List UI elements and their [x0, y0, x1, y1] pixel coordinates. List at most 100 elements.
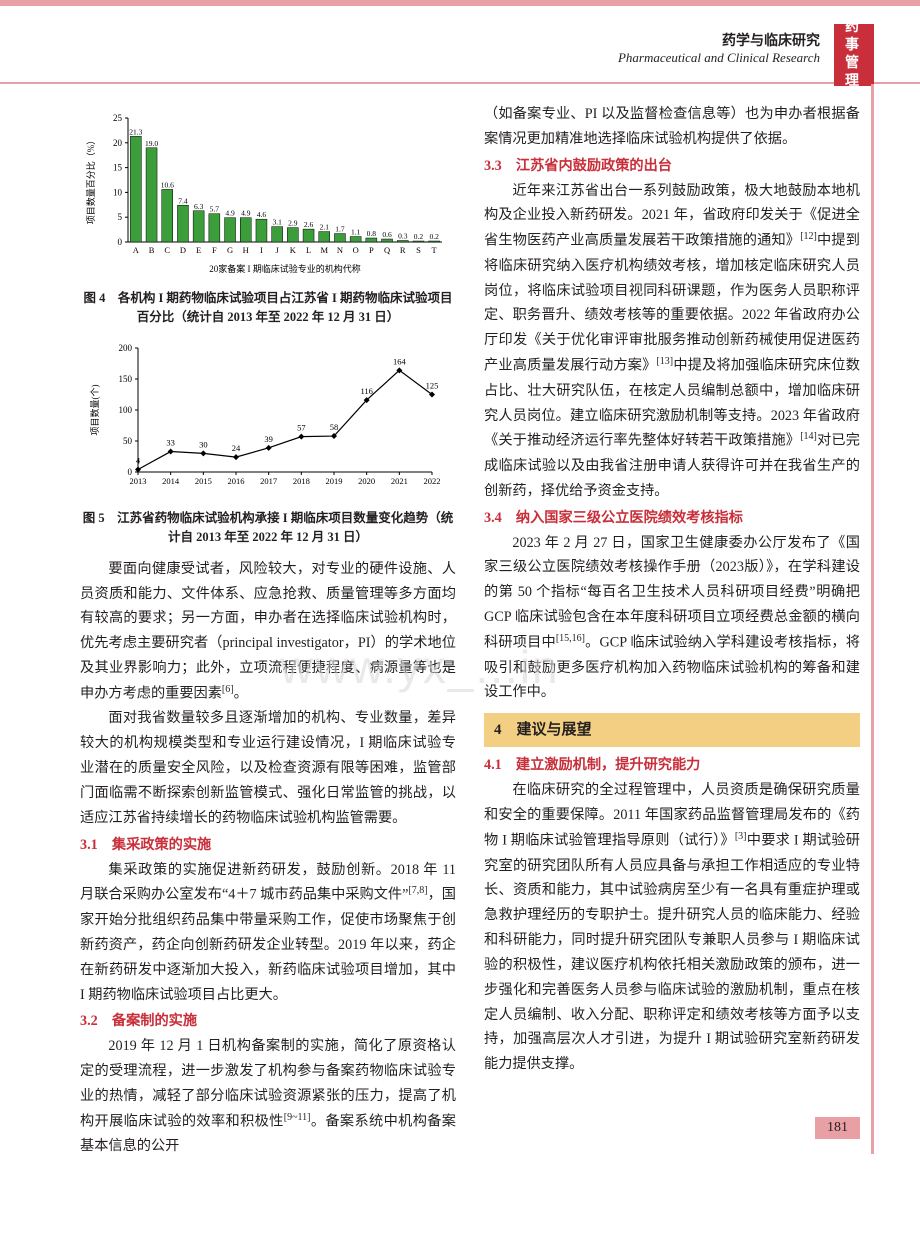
- svg-text:I: I: [260, 245, 263, 255]
- svg-text:5: 5: [118, 212, 123, 222]
- svg-text:2.6: 2.6: [304, 220, 314, 229]
- section-3-4-title: 3.4 纳入国家三级公立医院绩效考核指标: [484, 506, 860, 531]
- journal-title-en: Pharmaceutical and Clinical Research: [618, 50, 820, 66]
- svg-text:2018: 2018: [293, 476, 310, 486]
- section-4-1-title: 4.1 建立激励机制，提升研究能力: [484, 753, 860, 778]
- svg-text:O: O: [353, 245, 359, 255]
- svg-text:T: T: [432, 245, 438, 255]
- svg-text:2020: 2020: [358, 476, 375, 486]
- svg-text:J: J: [275, 245, 279, 255]
- svg-text:5.7: 5.7: [210, 205, 220, 214]
- svg-text:57: 57: [297, 423, 306, 433]
- svg-text:A: A: [133, 245, 140, 255]
- svg-text:Q: Q: [384, 245, 390, 255]
- para-1: 要面向健康受试者，风险较大，对专业的硬件设施、人员资质和能力、文件体系、应急抢救…: [80, 557, 456, 707]
- svg-text:项目数量百分比（%）: 项目数量百分比（%）: [85, 136, 96, 225]
- svg-text:L: L: [306, 245, 311, 255]
- svg-text:164: 164: [393, 357, 407, 367]
- fig5-chart: 0501001502004201333201430201524201639201…: [80, 336, 450, 496]
- svg-text:M: M: [320, 245, 328, 255]
- journal-title-cn: 药学与临床研究: [618, 30, 820, 50]
- fig4-chart: 0 5 10 15 20 25 21.3 A 19.0 B 10.6 C 7.4 D 6.3 E 5.7 F 4.9…: [80, 106, 450, 276]
- left-column: 0 5 10 15 20 25 21.3 A 19.0 B 10.6 C 7.4 D 6.3 E 5.7 F 4.9…: [80, 102, 456, 1159]
- svg-text:2015: 2015: [195, 476, 212, 486]
- svg-text:20家备案 I 期临床试验专业的机构代称: 20家备案 I 期临床试验专业的机构代称: [209, 263, 361, 274]
- svg-text:6.3: 6.3: [194, 202, 204, 211]
- content-area: 0 5 10 15 20 25 21.3 A 19.0 B 10.6 C 7.4 D 6.3 E 5.7 F 4.9…: [0, 84, 920, 1159]
- svg-text:4.6: 4.6: [257, 210, 267, 219]
- svg-text:116: 116: [360, 386, 372, 396]
- svg-text:S: S: [416, 245, 421, 255]
- svg-text:0: 0: [118, 237, 123, 247]
- section-3-2-title: 3.2 备案制的实施: [80, 1009, 456, 1034]
- svg-text:项目数量(个): 项目数量(个): [89, 385, 100, 436]
- svg-text:10: 10: [113, 187, 123, 197]
- svg-text:2017: 2017: [260, 476, 277, 486]
- svg-text:G: G: [227, 245, 233, 255]
- svg-text:50: 50: [123, 436, 133, 446]
- section-3-2-body: 2019 年 12 月 1 日机构备案制的实施，简化了原资格认定的受理流程，进一…: [80, 1034, 456, 1159]
- svg-text:D: D: [180, 245, 186, 255]
- svg-text:2013: 2013: [130, 476, 147, 486]
- svg-text:F: F: [212, 245, 217, 255]
- svg-text:58: 58: [330, 422, 339, 432]
- section-4-1-body: 在临床研究的全过程管理中，人员资质是确保研究质量和安全的重要保障。2011 年国…: [484, 778, 860, 1077]
- svg-text:19.0: 19.0: [145, 139, 158, 148]
- svg-text:K: K: [290, 245, 297, 255]
- svg-text:0.2: 0.2: [429, 232, 439, 241]
- svg-text:2.9: 2.9: [288, 219, 298, 228]
- svg-text:20: 20: [113, 138, 123, 148]
- svg-text:N: N: [337, 245, 343, 255]
- svg-text:1.7: 1.7: [335, 225, 345, 234]
- figure-5: 0501001502004201333201430201524201639201…: [80, 336, 456, 546]
- svg-text:0.8: 0.8: [367, 229, 377, 238]
- svg-text:125: 125: [426, 381, 439, 391]
- svg-text:10.6: 10.6: [161, 180, 174, 189]
- svg-text:7.4: 7.4: [178, 196, 188, 205]
- svg-text:100: 100: [119, 405, 133, 415]
- svg-text:25: 25: [113, 113, 123, 123]
- svg-text:0.2: 0.2: [414, 232, 424, 241]
- svg-text:2014: 2014: [162, 476, 180, 486]
- svg-text:1.1: 1.1: [351, 228, 361, 237]
- figure-4: 0 5 10 15 20 25 21.3 A 19.0 B 10.6 C 7.4 D 6.3 E 5.7 F 4.9…: [80, 106, 456, 326]
- svg-text:H: H: [243, 245, 249, 255]
- svg-text:2022: 2022: [424, 476, 441, 486]
- page-number: 181: [815, 1117, 860, 1139]
- svg-text:B: B: [149, 245, 155, 255]
- svg-text:200: 200: [119, 343, 133, 353]
- svg-text:4.9: 4.9: [225, 209, 235, 218]
- svg-text:2019: 2019: [326, 476, 343, 486]
- svg-text:3.1: 3.1: [272, 218, 282, 227]
- para-2: 面对我省数量较多且逐渐增加的机构、专业数量，差异较大的机构规模类型和专业运行建设…: [80, 706, 456, 830]
- fig5-caption: 图 5 江苏省药物临床试验机构承接 I 期临床项目数量变化趋势（统计自 2013…: [80, 509, 456, 547]
- svg-text:39: 39: [264, 434, 273, 444]
- svg-text:R: R: [400, 245, 406, 255]
- svg-text:4.9: 4.9: [241, 209, 251, 218]
- svg-text:30: 30: [199, 440, 208, 450]
- svg-text:21.3: 21.3: [129, 127, 142, 136]
- svg-text:2.1: 2.1: [320, 223, 330, 232]
- section-3-4-body: 2023 年 2 月 27 日，国家卫生健康委办公厅发布了《国家三级公立医院绩效…: [484, 531, 860, 706]
- svg-text:2021: 2021: [391, 476, 408, 486]
- svg-text:150: 150: [119, 374, 133, 384]
- page-header: 药学与临床研究 Pharmaceutical and Clinical Rese…: [0, 6, 920, 84]
- section-3-1-title: 3.1 集采政策的实施: [80, 833, 456, 858]
- svg-text:E: E: [196, 245, 201, 255]
- svg-text:C: C: [164, 245, 170, 255]
- right-strip: [871, 84, 874, 1154]
- section-3-1-body: 集采政策的实施促进新药研发，鼓励创新。2018 年 11 月联合采购办公室发布“…: [80, 858, 456, 1008]
- svg-text:0.6: 0.6: [382, 230, 392, 239]
- fig4-caption: 图 4 各机构 I 期药物临床试验项目占江苏省 I 期药物临床试验项目百分比（统…: [80, 289, 456, 327]
- section-4-heading: 4 建议与展望: [484, 713, 860, 747]
- header-titles: 药学与临床研究 Pharmaceutical and Clinical Rese…: [618, 30, 820, 66]
- section-tab: 药 事管 理: [834, 24, 874, 86]
- svg-text:0.3: 0.3: [398, 232, 408, 241]
- section-3-3-body: 近年来江苏省出台一系列鼓励政策，极大地鼓励本地机构及企业投入新药研发。2021 …: [484, 179, 860, 504]
- svg-text:15: 15: [113, 163, 123, 173]
- para-cont: （如备案专业、PI 以及监督检查信息等）也为申办者根据备案情况更加精准地选择临床…: [484, 102, 860, 152]
- svg-text:P: P: [369, 245, 374, 255]
- svg-text:33: 33: [166, 438, 175, 448]
- svg-text:4: 4: [136, 456, 141, 466]
- right-column: （如备案专业、PI 以及监督检查信息等）也为申办者根据备案情况更加精准地选择临床…: [484, 102, 860, 1159]
